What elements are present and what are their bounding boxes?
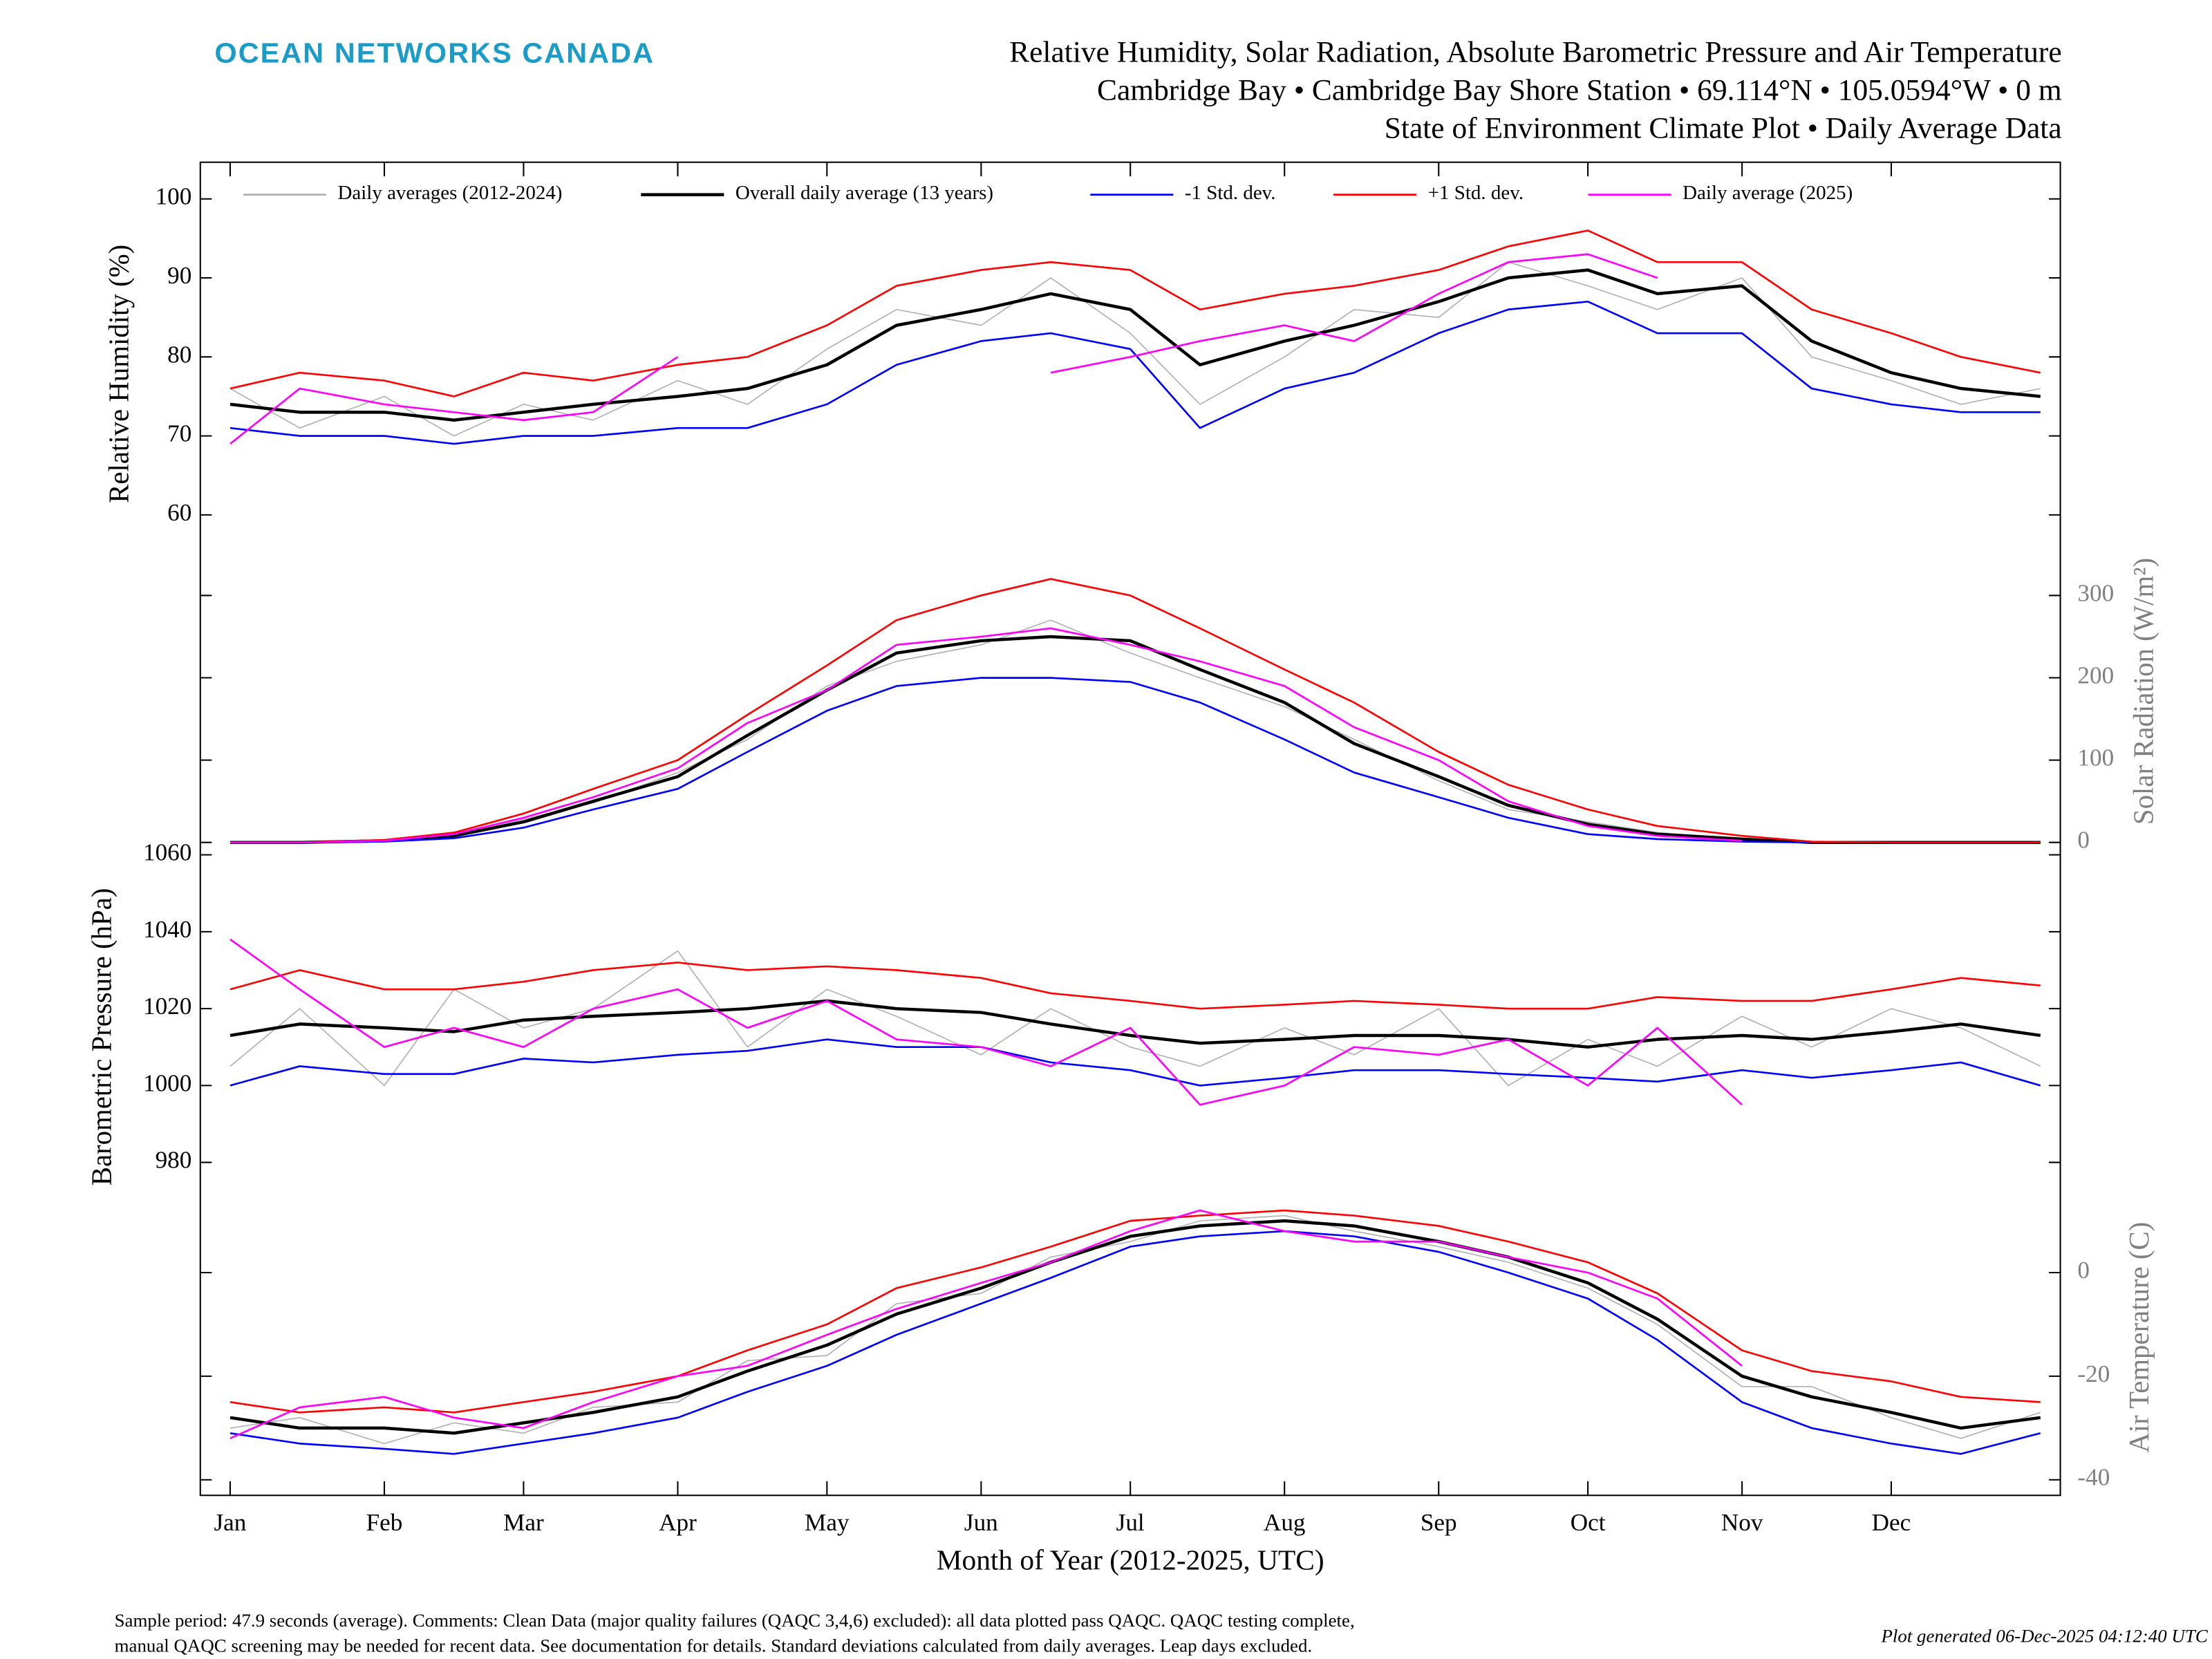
y-tick-label: 90 bbox=[167, 262, 191, 289]
x-axis-label: Month of Year (2012-2025, UTC) bbox=[937, 1544, 1324, 1576]
x-tick-label: Nov bbox=[1721, 1509, 1763, 1536]
y-tick-label: 1040 bbox=[143, 916, 191, 943]
y-tick-label: 0 bbox=[2077, 1257, 2090, 1284]
x-tick-label: Jun bbox=[964, 1509, 998, 1536]
x-tick-label: May bbox=[805, 1509, 850, 1536]
y-tick-label: 100 bbox=[156, 183, 192, 210]
x-tick-label: Mar bbox=[503, 1509, 544, 1536]
subtitle: State of Environment Climate Plot • Dail… bbox=[1385, 113, 2062, 145]
y-axis-label: Barometric Pressure (hPa) bbox=[85, 888, 117, 1186]
series-line bbox=[229, 1038, 2041, 1087]
series-line bbox=[229, 950, 2041, 1087]
series-line bbox=[229, 1209, 2041, 1414]
footer-text: manual QAQC screening may be needed for … bbox=[115, 1635, 1313, 1656]
legend-label: Overall daily average (13 years) bbox=[735, 182, 993, 204]
series-line bbox=[230, 578, 2041, 844]
legend-label: Daily averages (2012-2024) bbox=[337, 182, 562, 204]
x-tick-label: Apr bbox=[659, 1509, 697, 1536]
y-tick-label: -20 bbox=[2077, 1360, 2110, 1387]
generated-text: Plot generated 06-Dec-2025 04:12:40 UTC bbox=[1880, 1626, 2208, 1647]
series-line bbox=[229, 229, 2041, 397]
y-tick-label: 60 bbox=[167, 499, 191, 526]
y-tick-label: -40 bbox=[2077, 1464, 2110, 1491]
logo: OCEAN NETWORKS CANADA bbox=[214, 37, 655, 69]
y-tick-label: 1020 bbox=[143, 993, 191, 1020]
footer-text: Sample period: 47.9 seconds (average). C… bbox=[115, 1610, 1355, 1631]
subtitle: Cambridge Bay • Cambridge Bay Shore Stat… bbox=[1097, 75, 2062, 107]
series-line bbox=[229, 962, 2041, 1010]
y-tick-label: 1060 bbox=[143, 839, 191, 866]
x-tick-label: Aug bbox=[1264, 1509, 1306, 1536]
y-tick-label: 300 bbox=[2077, 580, 2114, 607]
y-tick-label: 1000 bbox=[143, 1070, 191, 1097]
x-tick-label: Feb bbox=[366, 1509, 403, 1536]
series-line bbox=[229, 999, 2041, 1049]
series-line bbox=[230, 677, 2041, 844]
series-line bbox=[229, 1215, 2041, 1445]
y-axis-label: Solar Radiation (W/m²) bbox=[2127, 558, 2159, 825]
x-tick-label: Sep bbox=[1421, 1509, 1457, 1536]
series-line bbox=[229, 261, 2041, 437]
series-line bbox=[229, 1219, 2041, 1435]
legend-label: +1 Std. dev. bbox=[1428, 182, 1524, 204]
y-tick-label: 80 bbox=[167, 341, 191, 368]
series-line bbox=[229, 1230, 2041, 1455]
y-tick-label: 200 bbox=[2077, 662, 2114, 689]
x-tick-label: Jul bbox=[1116, 1509, 1145, 1536]
series-line bbox=[229, 253, 1658, 445]
legend-label: -1 Std. dev. bbox=[1185, 182, 1276, 204]
x-tick-label: Oct bbox=[1571, 1509, 1606, 1536]
y-axis-label: Air Temperature (C) bbox=[2123, 1222, 2155, 1453]
x-tick-label: Dec bbox=[1872, 1509, 1911, 1536]
series-line bbox=[229, 1209, 1743, 1440]
series-line bbox=[230, 627, 1743, 844]
title: Relative Humidity, Solar Radiation, Abso… bbox=[1009, 37, 2062, 69]
y-tick-label: 980 bbox=[156, 1147, 192, 1174]
y-axis-label: Relative Humidity (%) bbox=[102, 245, 134, 503]
series-line bbox=[230, 635, 2041, 845]
y-tick-label: 70 bbox=[167, 420, 191, 447]
series-line bbox=[229, 938, 1743, 1106]
series-line bbox=[229, 301, 2041, 445]
series-line bbox=[229, 268, 2041, 422]
y-tick-label: 0 bbox=[2077, 827, 2090, 854]
x-tick-label: Jan bbox=[214, 1509, 246, 1536]
y-tick-label: 100 bbox=[2077, 744, 2114, 771]
legend-label: Daily average (2025) bbox=[1683, 182, 1853, 204]
